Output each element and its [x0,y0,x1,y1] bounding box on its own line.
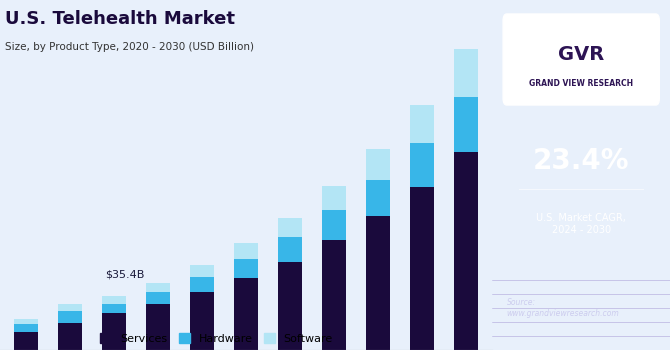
Bar [146,283,170,292]
Bar [58,323,82,350]
Bar [278,237,302,262]
Bar [58,311,82,323]
Bar [14,332,38,350]
Bar [454,49,478,97]
Legend: Services, Hardware, Software: Services, Hardware, Software [96,328,338,348]
Bar [454,97,478,152]
Bar [410,187,434,350]
Bar [103,296,127,303]
Bar [14,324,38,332]
Bar [146,292,170,304]
Bar [322,240,346,350]
Text: Size, by Product Type, 2020 - 2030 (USD Billion): Size, by Product Type, 2020 - 2030 (USD … [5,42,254,52]
Bar [190,277,214,292]
Bar [366,149,390,180]
FancyBboxPatch shape [503,14,659,105]
Bar [454,152,478,350]
Text: Source:
www.grandviewresearch.com: Source: www.grandviewresearch.com [507,298,619,318]
Bar [14,319,38,324]
Bar [103,303,127,314]
Text: 23.4%: 23.4% [533,147,630,175]
Bar [278,218,302,237]
Text: U.S. Market CAGR,
2024 - 2030: U.S. Market CAGR, 2024 - 2030 [536,213,626,235]
Bar [190,265,214,277]
Text: $35.4B: $35.4B [106,270,145,280]
Bar [234,259,259,279]
Bar [58,303,82,311]
Bar [234,244,259,259]
Text: GRAND VIEW RESEARCH: GRAND VIEW RESEARCH [529,79,633,89]
Bar [103,314,127,350]
Bar [278,262,302,350]
Bar [410,105,434,143]
Bar [190,292,214,350]
Text: U.S. Telehealth Market: U.S. Telehealth Market [5,10,235,28]
Bar [366,216,390,350]
Text: GVR: GVR [558,45,604,64]
Bar [322,186,346,210]
Bar [366,180,390,216]
Bar [234,279,259,350]
Bar [146,304,170,350]
Bar [410,143,434,187]
Bar [322,210,346,240]
